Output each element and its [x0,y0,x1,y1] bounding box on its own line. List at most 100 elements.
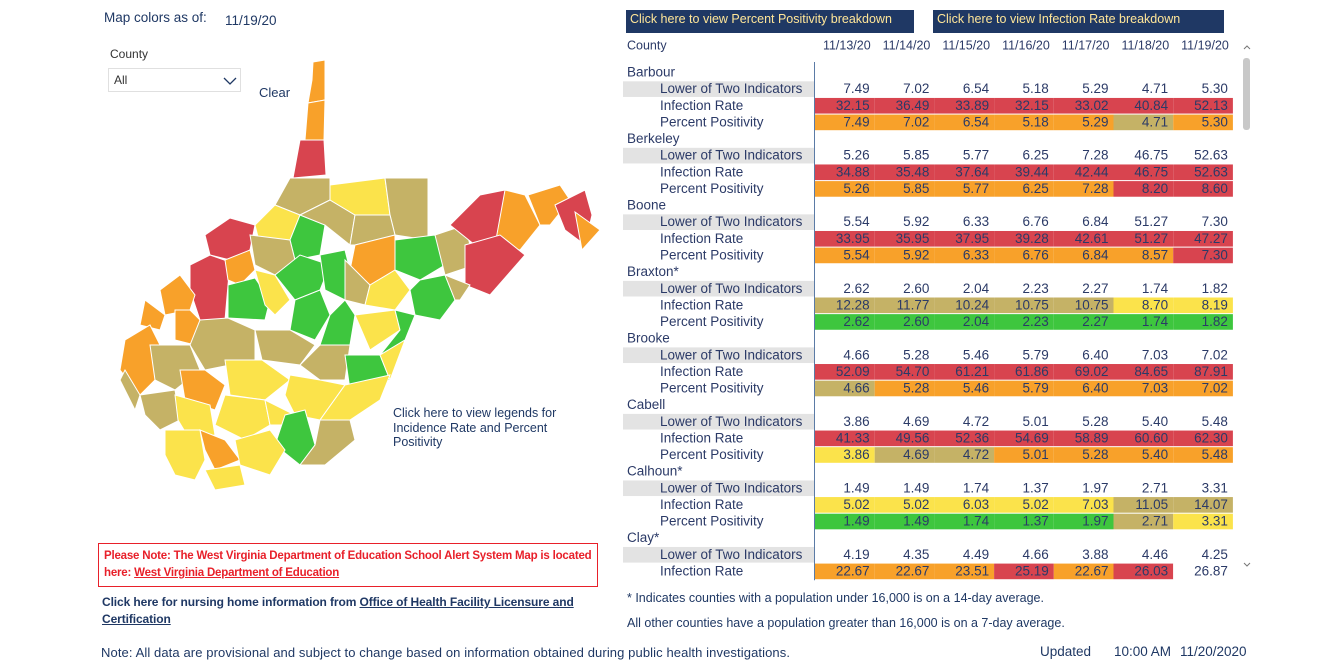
county-shape [139,389,181,431]
cell [874,230,935,247]
cell-value: 5.28 [903,381,929,396]
cell [874,97,935,114]
cell-value: 1.74 [1142,314,1169,329]
cell [815,247,875,264]
cell [874,314,935,330]
cell [994,247,1054,264]
cell-value: 1.82 [1202,281,1228,296]
row-label: Lower of Two Indicators [660,547,803,562]
cell-value: 4.49 [963,547,989,562]
cell [815,413,875,430]
cell-value: 84.65 [1134,364,1168,379]
infection-rate-button[interactable]: Click here to view Infection Rate breakd… [933,10,1224,33]
disclaimer: Note: All data are provisional and subje… [101,645,791,660]
row-label: Percent Positivity [660,247,764,262]
clear-button[interactable]: Clear [259,85,291,100]
nursing-link[interactable]: Office of Health Facility Licensure and … [102,595,574,626]
cell-value: 11.05 [1135,497,1168,512]
cell [994,380,1054,397]
note-link[interactable]: West Virginia Department of Education [134,567,340,579]
cell [994,413,1054,430]
cell-value: 5.28 [1082,447,1108,462]
cell [1113,314,1174,330]
cell [1053,114,1114,131]
cell [1053,164,1114,181]
legend-link[interactable]: Click here to view legends for Incidence… [393,406,557,449]
cell [1053,430,1114,447]
county-name: Berkeley [627,131,680,146]
cell [815,546,875,563]
county-shape [254,329,316,366]
county-shape [319,299,356,346]
cell [1173,430,1233,447]
column-header: 11/14/20 [883,38,931,52]
cell-value: 5.40 [1142,447,1168,462]
cell-value: 1.49 [903,480,929,495]
cell-value: 6.03 [963,497,989,512]
cell-value: 52.13 [1194,98,1228,113]
data-table: County 11/13/20 11/14/20 11/15/20 11/16/20 11… [623,38,1233,581]
cell [1173,380,1233,397]
county-shape [464,234,526,296]
county-name: Boone [627,198,666,213]
row-shade [623,147,815,164]
cell-value: 5.28 [1082,414,1108,429]
county-name: Barbour [627,65,676,80]
row-label: Percent Positivity [660,314,764,329]
row-label: Infection Rate [660,98,743,113]
cell [1053,380,1114,397]
county-shape [364,269,411,311]
scrollbar-thumb[interactable] [1243,58,1250,130]
cell-value: 42.61 [1075,231,1109,246]
cell [1053,81,1114,97]
cell-value: 5.46 [963,347,989,362]
cell [1113,230,1174,247]
map-date: 11/19/20 [225,13,277,28]
county-dropdown[interactable]: All [108,68,241,92]
cell-value: 4.46 [1142,547,1168,562]
cell-value: 7.03 [1142,347,1168,362]
column-header: 11/17/20 [1062,38,1110,52]
cell [874,247,935,264]
cell-value: 5.18 [1023,81,1049,96]
cell-value: 1.49 [843,480,869,495]
scroll-up[interactable] [1243,45,1251,50]
cell [1173,513,1233,530]
cell-value: 6.54 [963,114,990,129]
cell [1053,181,1114,197]
cell [815,81,875,97]
scroll-down[interactable] [1243,562,1251,567]
percent-positivity-button[interactable]: Click here to view Percent Positivity br… [626,10,914,33]
cell-value: 39.28 [1015,231,1049,246]
note-box: Please Note: The West Virginia Departmen… [98,543,598,587]
cell [1053,347,1114,364]
cell [1113,164,1174,181]
cell-value: 6.25 [1023,148,1049,163]
cell-value: 35.48 [896,164,930,179]
cell [1053,513,1114,530]
cell [934,546,995,563]
cell [874,546,935,563]
cell [874,364,935,380]
filter-label: County [110,47,149,61]
cell-value: 32.15 [1015,98,1049,113]
row-shade [623,480,815,497]
cell-value: 1.82 [1202,314,1228,329]
cell [1173,347,1233,364]
cell [1113,447,1174,463]
row-label: Lower of Two Indicators [660,414,803,429]
county-name: Cabell [627,397,665,412]
cell-value: 52.09 [836,364,870,379]
column-header: 11/13/20 [823,38,871,52]
cell-value: 10.24 [955,297,989,312]
row-label: Lower of Two Indicators [660,148,803,163]
cell-value: 5.46 [963,381,989,396]
cell-value: 35.95 [896,231,930,246]
cell [1113,280,1174,297]
cell [994,230,1054,247]
cell [815,164,875,181]
cell-value: 25.19 [1015,563,1049,578]
cell-value: 5.85 [903,148,929,163]
cell [815,114,875,131]
cell-value: 26.03 [1134,563,1168,578]
